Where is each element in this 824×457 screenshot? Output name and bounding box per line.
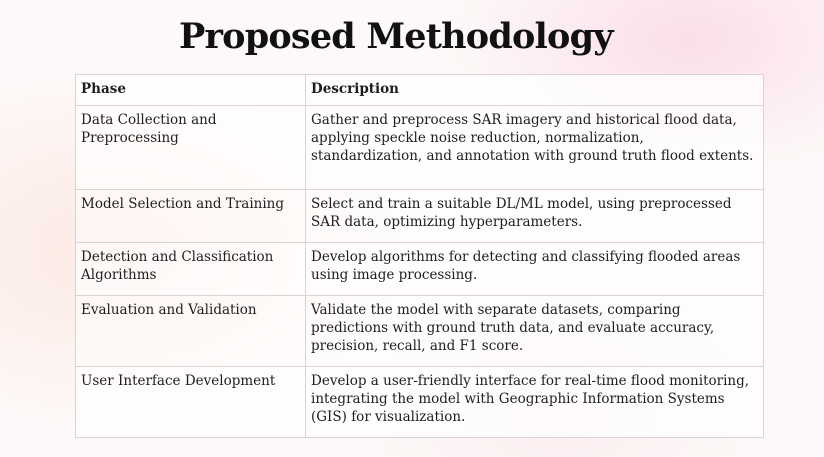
column-header-phase: Phase [75, 74, 306, 106]
table-header-row: Phase Description [75, 74, 764, 106]
phase-cell: Evaluation and Validation [75, 295, 306, 367]
description-cell: Develop algorithms for detecting and cla… [305, 242, 764, 296]
phase-cell: Data Collection and Preprocessing [75, 105, 306, 190]
phase-cell: Detection and Classification Algorithms [75, 242, 306, 296]
column-header-description: Description [305, 74, 764, 106]
table-row: Evaluation and Validation Validate the m… [75, 295, 764, 367]
description-cell: Gather and preprocess SAR imagery and hi… [305, 105, 764, 190]
phase-cell: Model Selection and Training [75, 189, 306, 243]
phase-cell: User Interface Development [75, 366, 306, 438]
description-cell: Develop a user-friendly interface for re… [305, 366, 764, 438]
table-row: Detection and Classification Algorithms … [75, 242, 764, 296]
page-title: Proposed Methodology [179, 16, 614, 57]
description-cell: Select and train a suitable DL/ML model,… [305, 189, 764, 243]
description-cell: Validate the model with separate dataset… [305, 295, 764, 367]
table-row: Model Selection and Training Select and … [75, 189, 764, 243]
methodology-table: Phase Description Data Collection and Pr… [75, 74, 764, 438]
table-row: Data Collection and Preprocessing Gather… [75, 105, 764, 190]
table-row: User Interface Development Develop a use… [75, 366, 764, 438]
